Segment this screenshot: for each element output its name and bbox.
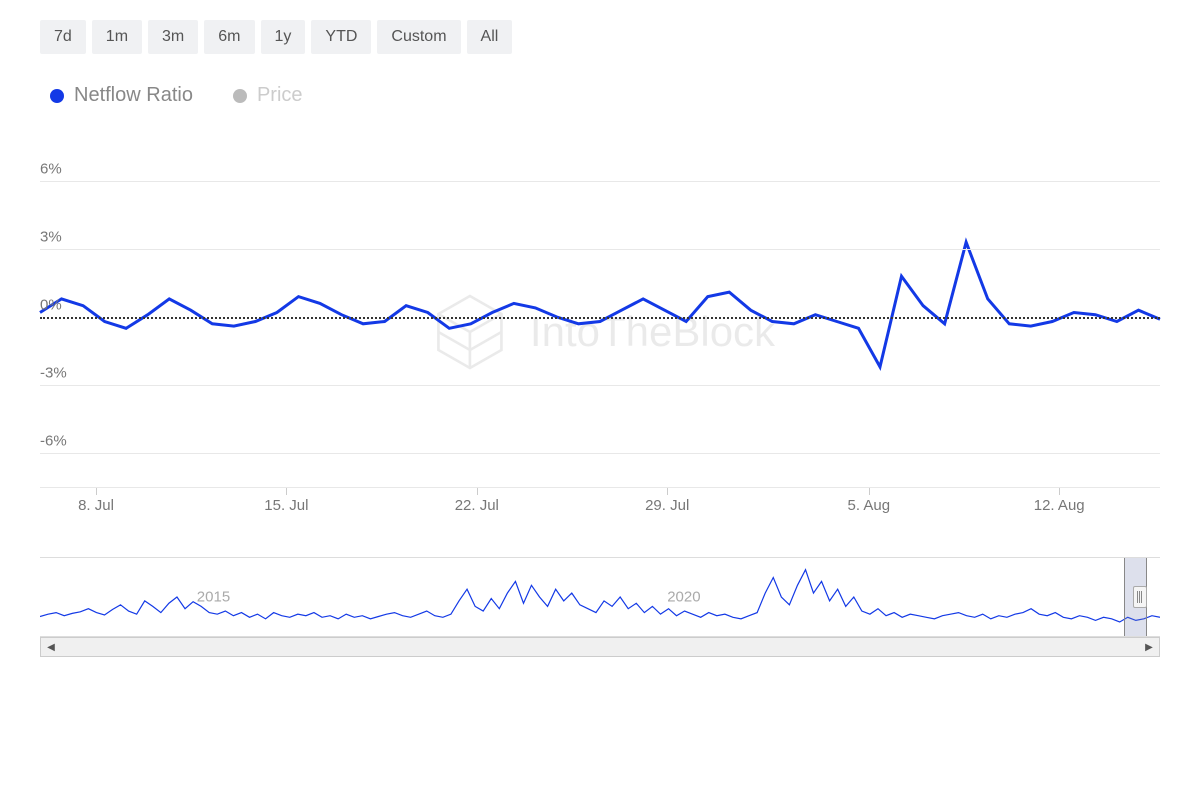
axis-line	[40, 487, 1160, 488]
x-tick-label: 29. Jul	[645, 497, 689, 514]
legend-label: Netflow Ratio	[74, 84, 193, 107]
navigator-handle[interactable]	[1133, 586, 1147, 608]
nav-right-arrow[interactable]: ▶	[1139, 638, 1159, 656]
y-tick-label: -6%	[40, 433, 67, 450]
time-btn-custom[interactable]: Custom	[377, 20, 460, 54]
time-btn-1y[interactable]: 1y	[261, 20, 306, 54]
navigator-panel: 2015 2020 ◀ ▶	[40, 557, 1160, 667]
y-tick-label: 6%	[40, 161, 62, 178]
main-chart: IntoTheBlock 8. Jul15. Jul22. Jul29. Jul…	[40, 147, 1160, 517]
gridline	[40, 385, 1160, 386]
time-btn-7d[interactable]: 7d	[40, 20, 86, 54]
x-tick-label: 15. Jul	[264, 497, 308, 514]
navigator-scrollbar[interactable]: ◀ ▶	[40, 637, 1160, 657]
x-axis: 8. Jul 15. Jul 22. Jul 29. Jul 5. Aug 12. Aug	[40, 487, 1160, 517]
gridline	[40, 249, 1160, 250]
x-tick-label: 5. Aug	[848, 497, 891, 514]
gridline	[40, 453, 1160, 454]
x-tick-label: 12. Aug	[1034, 497, 1085, 514]
navigator-year-label: 2020	[667, 589, 700, 606]
time-btn-1m[interactable]: 1m	[92, 20, 142, 54]
legend-item-netflow-ratio[interactable]: Netflow Ratio	[50, 84, 193, 107]
y-tick-label: -3%	[40, 365, 67, 382]
y-tick-label: 3%	[40, 229, 62, 246]
legend-item-price[interactable]: Price	[233, 84, 303, 107]
nav-left-arrow[interactable]: ◀	[41, 638, 61, 656]
legend-dot	[233, 89, 247, 103]
legend-label: Price	[257, 84, 303, 107]
time-btn-all[interactable]: All	[467, 20, 513, 54]
x-tick	[667, 487, 668, 495]
x-tick	[477, 487, 478, 495]
y-tick-label: 0%	[40, 297, 62, 314]
x-tick-label: 8. Jul	[78, 497, 114, 514]
time-btn-3m[interactable]: 3m	[148, 20, 198, 54]
time-btn-ytd[interactable]: YTD	[311, 20, 371, 54]
time-range-buttons: 7d1m3m6m1yYTDCustomAll	[40, 20, 1160, 54]
time-btn-6m[interactable]: 6m	[204, 20, 254, 54]
netflow-line	[40, 242, 1160, 367]
x-tick	[869, 487, 870, 495]
x-tick-label: 22. Jul	[455, 497, 499, 514]
x-tick	[96, 487, 97, 495]
navigator-year-label: 2015	[197, 589, 230, 606]
legend-dot	[50, 89, 64, 103]
zero-line	[40, 317, 1160, 319]
navigator-chart[interactable]: 2015 2020	[40, 557, 1160, 637]
x-tick	[286, 487, 287, 495]
x-tick	[1059, 487, 1060, 495]
chart-legend: Netflow Ratio Price	[40, 84, 1160, 107]
gridline	[40, 181, 1160, 182]
